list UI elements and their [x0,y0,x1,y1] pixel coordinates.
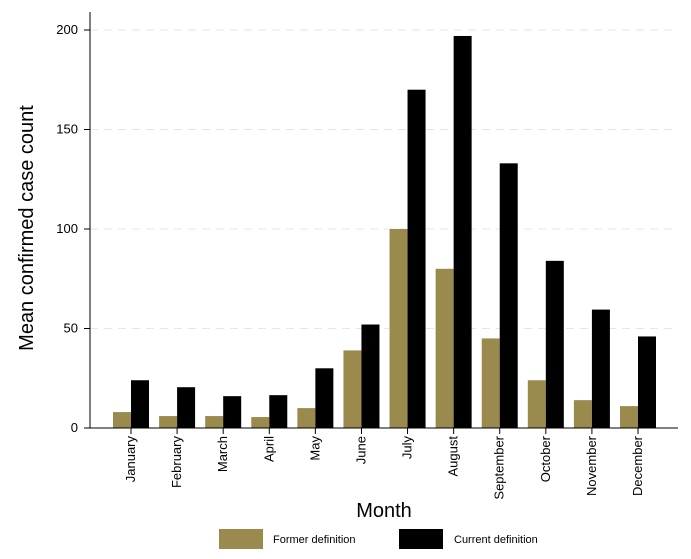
y-tick-label: 200 [56,22,78,37]
bar-current [407,89,426,428]
x-tick-label: January [123,436,138,483]
x-tick-label: September [492,435,507,499]
y-axis-title: Mean confirmed case count [16,105,38,351]
bar-former [527,380,546,428]
bar-former [113,412,131,428]
bar-former [343,350,362,428]
y-tick-label: 100 [56,221,78,236]
bar-former [205,416,224,428]
x-tick-label: May [307,436,322,461]
bar-former [481,338,500,428]
axes [89,12,678,429]
y-tick-label: 50 [64,321,78,336]
y-ticks: 0 50 100 150 200 [56,22,90,435]
x-tick-label: August [446,436,461,477]
x-tick-label: March [215,436,230,472]
bar-current [131,380,149,428]
bar-current [269,395,288,428]
bar-former [389,229,408,428]
legend: Former definition Current definition [219,529,538,549]
x-axis-title: Month [356,500,412,522]
bar-current [361,324,380,428]
x-tick-label: February [169,436,184,489]
bar-former [620,406,638,428]
x-tick-label: July [400,436,415,460]
x-tick-label: November [584,435,599,496]
x-tick-label: December [630,435,645,496]
bar-former [573,400,592,428]
bar-current [223,396,242,428]
bar-current [545,260,564,428]
legend-label-current: Current definition [454,534,538,546]
y-tick-label: 150 [56,122,78,137]
bar-former [159,416,178,428]
bar-current [315,368,334,428]
bar-former [251,417,270,428]
y-tick-label: 0 [71,420,78,435]
x-tick-label: June [353,436,368,464]
bar-current [499,163,518,428]
bar-current [177,387,196,428]
x-tick-label: October [538,435,553,482]
bar-current [453,35,472,428]
gridlines [90,29,678,329]
bar-current [591,309,610,428]
legend-swatch-former [219,529,263,549]
bar-former [297,408,316,428]
bar-current [638,336,656,428]
legend-label-former: Former definition [273,534,356,546]
x-ticks: January February March April May June July Augu… [123,428,645,500]
legend-swatch-current [399,529,443,549]
bar-former [435,268,454,428]
bars [113,35,656,428]
x-tick-label: April [261,436,276,462]
